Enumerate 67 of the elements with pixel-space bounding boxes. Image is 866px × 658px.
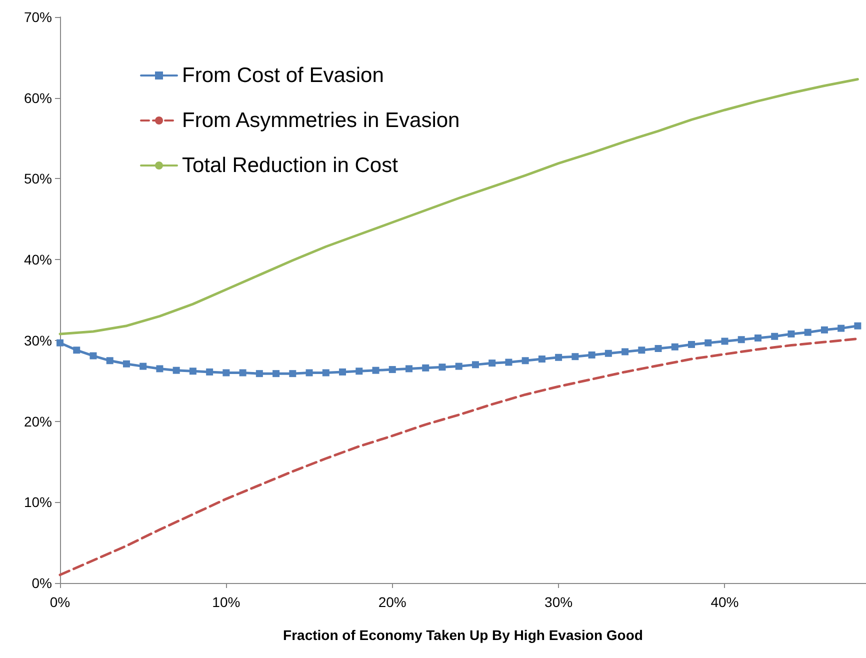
point — [405, 365, 412, 372]
y-tick-label: 60% — [24, 90, 52, 106]
point — [90, 352, 97, 360]
point — [322, 369, 330, 376]
point — [356, 368, 363, 375]
point — [820, 326, 828, 334]
point — [704, 339, 712, 346]
point — [256, 370, 263, 378]
point — [522, 357, 529, 364]
point — [222, 369, 230, 376]
legend-label: From Cost of Evasion — [182, 64, 384, 87]
point — [438, 364, 446, 371]
point — [272, 370, 280, 378]
point — [73, 346, 80, 354]
point — [505, 358, 512, 366]
point — [472, 361, 479, 368]
point — [172, 366, 180, 374]
x-tick-label: 40% — [710, 594, 739, 610]
point — [754, 334, 762, 342]
y-tick-label: 20% — [24, 413, 52, 430]
point — [106, 357, 114, 364]
point — [306, 369, 313, 376]
point — [854, 322, 862, 330]
point — [721, 338, 728, 345]
point — [804, 328, 812, 336]
point — [838, 324, 845, 332]
y-tick-label: 30% — [24, 332, 52, 348]
point — [654, 345, 662, 352]
point — [572, 353, 579, 360]
point — [538, 356, 546, 363]
point — [455, 362, 462, 370]
point — [588, 351, 596, 358]
point — [239, 369, 246, 376]
point — [738, 336, 745, 344]
x-axis-title: Fraction of Economy Taken Up By High Evasion Good — [283, 627, 643, 643]
legend-label: From Asymmetries in Evasion — [182, 109, 460, 132]
y-tick-label: 10% — [24, 494, 52, 510]
x-tick-label: 20% — [378, 594, 406, 610]
point — [555, 354, 562, 361]
x-tick-label: 30% — [544, 594, 573, 610]
point — [488, 360, 496, 367]
point — [56, 339, 64, 346]
line-series — [58, 338, 859, 576]
point — [388, 366, 396, 374]
point — [156, 365, 164, 372]
x-tick-label: 10% — [212, 594, 240, 610]
y-tick-label: 40% — [24, 252, 52, 268]
point — [189, 368, 196, 375]
point — [122, 360, 130, 368]
point — [372, 366, 380, 374]
point — [671, 343, 678, 350]
y-tick-label: 0% — [32, 575, 52, 591]
point — [604, 350, 612, 357]
y-tick-label: 50% — [24, 170, 52, 187]
point — [622, 348, 629, 356]
point — [339, 368, 346, 376]
point — [140, 362, 147, 370]
point — [206, 368, 214, 376]
point — [422, 364, 430, 372]
point — [788, 330, 795, 338]
x-tick-label: 0% — [50, 594, 70, 610]
legend-label: Total Reduction in Cost — [182, 154, 398, 177]
point — [771, 332, 778, 340]
point — [638, 346, 646, 354]
point — [688, 340, 696, 348]
y-tick-label: 70% — [24, 9, 52, 25]
point — [289, 370, 296, 378]
